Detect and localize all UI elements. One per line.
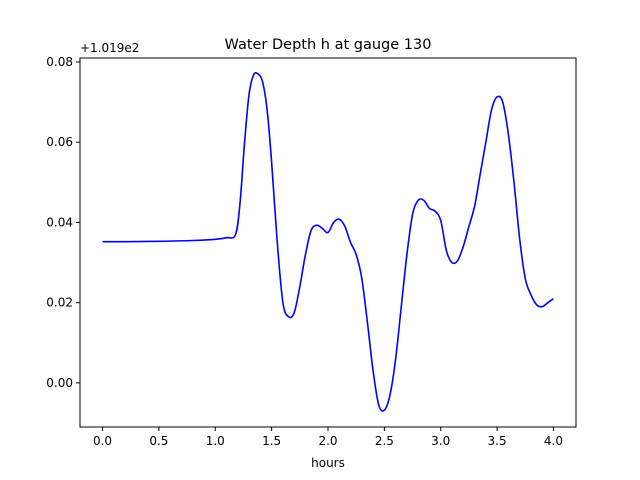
y-tick-label: 0.00 — [46, 376, 73, 390]
plot-frame — [79, 57, 577, 428]
x-axis-label: hours — [311, 456, 345, 470]
x-tick-label: 2.5 — [375, 434, 394, 448]
x-axis: 0.0 0.5 1.0 1.5 2.0 2.5 3.0 3.5 4.0 — [93, 427, 563, 448]
y-tick-label: 0.04 — [46, 215, 73, 229]
series-line — [102, 71, 554, 412]
y-tick-label: 0.08 — [46, 55, 73, 69]
y-tick-label: 0.02 — [46, 296, 73, 310]
y-axis: 0.00 0.02 0.04 0.06 0.08 — [46, 55, 80, 390]
series-group — [102, 71, 554, 412]
x-tick-label: 1.0 — [206, 434, 225, 448]
y-tick-label: 0.06 — [46, 135, 73, 149]
x-tick-label: 0.5 — [149, 434, 168, 448]
x-tick-label: 4.0 — [544, 434, 563, 448]
x-tick-label: 0.0 — [93, 434, 112, 448]
x-tick-label: 2.0 — [318, 434, 337, 448]
y-offset-label: +1.019e2 — [80, 41, 139, 55]
x-tick-label: 1.5 — [262, 434, 281, 448]
x-tick-label: 3.5 — [488, 434, 507, 448]
chart-title: Water Depth h at gauge 130 — [225, 37, 432, 53]
plot-area: 0.0 0.5 1.0 1.5 2.0 2.5 3.0 3.5 4.0 0.00 0.02 0.04… — [46, 55, 577, 448]
x-tick-label: 3.0 — [431, 434, 450, 448]
